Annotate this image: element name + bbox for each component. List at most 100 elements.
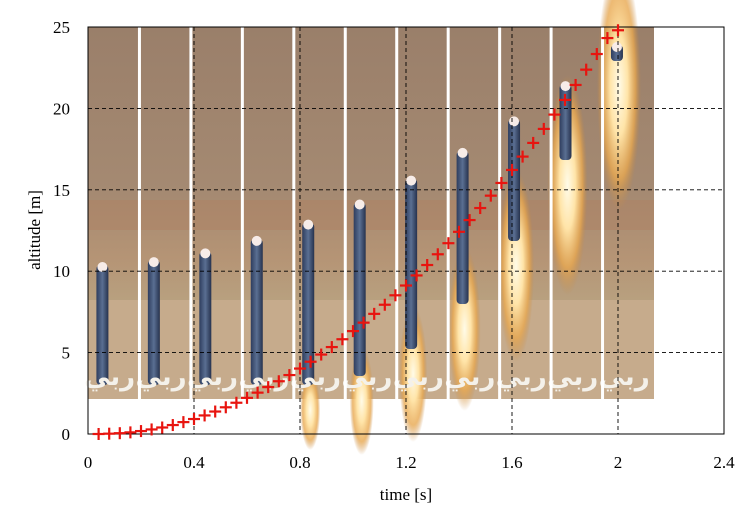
y-tick-label: 20 xyxy=(53,99,70,118)
rocket-nose xyxy=(251,235,262,246)
haze-band xyxy=(396,200,449,230)
data-point xyxy=(453,225,465,238)
data-point xyxy=(410,269,423,282)
photo-frame: ربي xyxy=(341,27,397,455)
y-tick-label: 0 xyxy=(62,425,71,444)
data-point xyxy=(347,325,359,338)
rocket xyxy=(199,251,212,385)
data-point xyxy=(559,93,571,106)
rocket xyxy=(147,260,160,385)
frame-divider xyxy=(292,27,296,399)
data-point xyxy=(548,108,561,121)
frame-divider xyxy=(446,27,450,399)
frame-caption: ربي xyxy=(187,362,238,392)
frame-caption: ربي xyxy=(290,362,341,392)
rocket-nose xyxy=(560,81,571,92)
data-point xyxy=(495,176,508,189)
rocket-nose xyxy=(457,147,468,158)
data-point xyxy=(368,307,381,320)
data-point xyxy=(400,279,412,292)
rocket xyxy=(405,178,418,349)
frame-caption: ربي xyxy=(444,362,495,392)
haze-band xyxy=(448,200,500,230)
data-point xyxy=(166,419,179,432)
data-point xyxy=(188,413,200,426)
y-axis-ticks: 0 5 10 15 20 25 xyxy=(53,18,70,444)
data-point xyxy=(474,202,487,215)
x-axis-label: time [s] xyxy=(380,485,432,504)
data-point xyxy=(431,248,444,261)
exhaust-flame xyxy=(547,75,588,295)
x-tick-label: 1.2 xyxy=(395,453,416,472)
data-point xyxy=(612,24,624,37)
haze-band xyxy=(139,200,191,230)
rocket xyxy=(302,222,315,385)
x-tick-label: 0.4 xyxy=(183,453,205,472)
data-point xyxy=(389,289,402,302)
frame-caption: ربي xyxy=(393,362,444,392)
rocket xyxy=(250,238,263,385)
data-point xyxy=(113,427,126,440)
rocket xyxy=(353,202,366,376)
x-tick-label: 0 xyxy=(84,453,93,472)
rocket-nose xyxy=(509,116,520,127)
data-point xyxy=(506,163,518,176)
data-point xyxy=(378,298,391,311)
data-point xyxy=(177,416,190,429)
rocket-nose xyxy=(611,42,622,52)
data-point xyxy=(230,396,243,409)
rocket xyxy=(96,265,109,385)
altitude-series xyxy=(92,24,624,440)
data-point xyxy=(484,189,497,202)
x-tick-label: 2.4 xyxy=(713,453,735,472)
rocket-nose xyxy=(148,257,159,268)
data-point xyxy=(569,78,582,91)
y-tick-label: 5 xyxy=(62,344,71,363)
rocket-nose xyxy=(406,175,417,186)
frame-divider xyxy=(343,27,347,399)
data-point xyxy=(357,316,370,329)
y-tick-label: 15 xyxy=(53,181,70,200)
rocket xyxy=(456,150,469,304)
x-tick-label: 1.6 xyxy=(501,453,522,472)
frame-caption: ربي xyxy=(136,362,187,392)
data-point xyxy=(294,362,306,375)
data-point xyxy=(156,421,169,434)
frame-caption: ربي xyxy=(599,362,650,392)
data-point xyxy=(219,401,232,414)
frame-divider xyxy=(601,27,605,399)
photo-frame: ربي xyxy=(596,0,654,399)
data-point xyxy=(527,136,540,149)
data-point xyxy=(304,355,317,368)
data-point xyxy=(272,375,285,388)
grid xyxy=(88,27,724,434)
exhaust-flame xyxy=(596,0,641,210)
rocket-launch-photo-strip: ربي ربي ربي ربي ربي ربي ربي ربي ربي ربي ربي xyxy=(84,0,654,455)
data-point xyxy=(251,386,264,399)
data-point xyxy=(198,409,211,422)
frame-divider xyxy=(549,27,553,399)
haze-band xyxy=(602,200,654,230)
frame-caption: ربي xyxy=(547,362,598,392)
data-point xyxy=(325,341,338,354)
data-point xyxy=(336,333,349,346)
data-point xyxy=(590,48,603,61)
haze-band xyxy=(242,200,294,230)
rocket-nose xyxy=(303,219,314,230)
data-point xyxy=(601,32,614,45)
rocket-nose xyxy=(97,262,108,272)
data-point xyxy=(92,428,105,440)
data-point xyxy=(241,391,253,404)
data-point xyxy=(135,425,147,438)
rocket xyxy=(559,84,572,160)
photo-frame: ربي xyxy=(187,27,243,399)
rocket-nose xyxy=(200,248,211,259)
ground xyxy=(551,300,603,399)
photo-frame: ربي xyxy=(290,27,346,450)
haze-band xyxy=(190,200,243,230)
data-point xyxy=(421,259,434,272)
frame-caption: ربي xyxy=(84,362,135,392)
frame-divider xyxy=(240,27,244,399)
data-point xyxy=(442,237,455,250)
